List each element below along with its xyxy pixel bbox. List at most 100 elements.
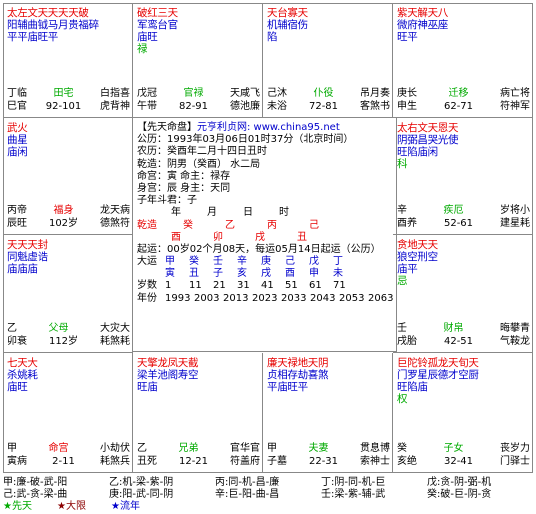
dayun-year: 2033 — [281, 292, 307, 304]
sihua-entry: 辛:巨-阳-曲-昌 — [215, 489, 280, 500]
star-line: 旺陷庙 — [397, 381, 428, 393]
star-line: 庙旺 — [7, 381, 28, 393]
palace-stars: 七天大 杀姚耗 庙旺 — [7, 357, 130, 393]
star-line: 天台寡天 — [267, 7, 308, 19]
palace-mao[interactable]: 天天天封 同魁虚诰 庙庙庙乙 父母 大灾大 卯衰 112岁 耗煞耗 — [3, 235, 133, 353]
dayun-age: 21 — [213, 280, 226, 292]
star-line: 狼空刑空 — [397, 251, 438, 263]
palace-shen[interactable]: 紫天解天八 微府神巫座 旺平 庚长 迁移 病亡将 申生 62-71 符神军 — [393, 3, 533, 118]
palace-branch-info: 巳官 — [7, 101, 27, 112]
pillar-branch: 戌 — [255, 231, 265, 243]
palace-branch-info: 申生 — [397, 101, 417, 112]
pillar-head: 月 — [207, 207, 217, 219]
star-line: 破红三天 — [137, 7, 178, 19]
lunar-date: 农历：癸酉年二月十四日丑时 — [137, 146, 267, 158]
site-link[interactable]: 元亨利贞网: www.china95.net — [197, 122, 340, 133]
sihua-entry: 戊:贪-阴-弼-机 — [427, 477, 492, 488]
palace-stem-info: 乙 — [137, 443, 147, 454]
legend-daxian: ★大限 — [57, 501, 86, 512]
palace-age-range: 72-81 — [308, 101, 339, 112]
palace-stars: 贪地天天 狼空刑空 庙平忌 — [397, 239, 530, 287]
palace-stem-info: 己沐 — [267, 88, 287, 99]
star-line: 曲星 — [7, 134, 28, 146]
palace-stem-info: 天咸飞 — [230, 88, 260, 99]
star-line: 七天大 — [7, 357, 38, 369]
star-line: 忌 — [397, 275, 408, 287]
palace-stars: 太左文天天天天破 阳辅曲钺马月贵福碎 平平庙旺平 — [7, 7, 130, 43]
palace-stars: 紫天解天八 微府神巫座 旺平 — [397, 7, 530, 43]
palace-stars: 太右文天恩天 阴弼昌哭光使 旺陷庙闲科 — [397, 122, 530, 170]
palace-branch-info: 寅病 — [7, 456, 27, 467]
palace-branch-info: 耗煞耗 — [100, 336, 130, 347]
star-line: 紫天解天八 — [397, 7, 448, 19]
star-line: 机辅宿伤 — [267, 19, 308, 31]
palace-stem-info: 丧岁力 — [500, 443, 530, 454]
palace-wei[interactable]: 天台寡天 机辅宿伤陷己沐 仆役 吊月奏 未浴 72-81 客煞书 — [263, 3, 393, 118]
sihua-entry: 壬:梁-紫-辅-武 — [321, 489, 386, 500]
palace-stem-info: 晦攀青 — [500, 323, 530, 334]
palace-age-range: 52-61 — [443, 218, 474, 229]
palace-age-range: 92-101 — [45, 101, 82, 112]
palace-chou[interactable]: 天擎龙凤天截 梁羊池阁寿空 旺庙乙 兄弟 官华官 丑死 12-21 符盖府 — [133, 353, 263, 473]
dayun-age-label: 岁数 — [137, 280, 157, 292]
palace-name: 官禄 — [183, 88, 204, 99]
sihua-entry: 癸:破-巨-阴-贪 — [427, 489, 492, 500]
star-line: 武火 — [7, 122, 28, 134]
palace-stem-info: 龙天病 — [100, 205, 130, 216]
palace-age-range: 112岁 — [48, 336, 79, 347]
palace-you[interactable]: 太右文天恩天 阴弼昌哭光使 旺陷庙闲科辛 疾厄 岁将小 酉养 52-61 建星耗 — [393, 118, 533, 235]
palace-stem-info: 乙 — [7, 323, 17, 334]
palace-chen[interactable]: 武火 曲星 庙闲 丙帝 福身 龙天病 辰旺 102岁 德煞符 — [3, 118, 133, 235]
palace-hai[interactable]: 巨陀铃孤龙天旬天 门罗星辰德才空厨 旺陷庙权癸 子女 丧岁力 亥绝 32-41 门驿士 — [393, 353, 533, 473]
dayun-branch: 酉 — [285, 268, 295, 280]
star-line: 杀姚耗 — [7, 369, 38, 381]
pillar-head: 时 — [279, 207, 289, 219]
star-line: 科 — [397, 158, 408, 170]
palace-branch-info: 气鞍龙 — [500, 336, 530, 347]
palace-branch-info: 建星耗 — [500, 218, 530, 229]
palace-yin[interactable]: 七天大 杀姚耗 庙旺甲 命宫 小劫伏 寅病 2-11 耗煞兵 — [3, 353, 133, 473]
palace-wu[interactable]: 破红三天 军鸾台官 庙旺禄戊冠 官禄 天咸飞 午带 82-91 德池廉 — [133, 3, 263, 118]
palace-zi[interactable]: 廉天禄地天阴 贞相存劫喜煞 平庙旺平甲 夫妻 贯息博 子墓 22-31 索神士 — [263, 353, 393, 473]
palace-stars: 武火 曲星 庙闲 — [7, 122, 130, 158]
dayun-age: 1 — [165, 280, 172, 292]
ming-info: 命宫：寅 命主：禄存 — [137, 170, 231, 182]
palace-name: 财帛 — [443, 323, 464, 334]
palace-branch-info: 丑死 — [137, 456, 157, 467]
palace-name: 命宫 — [48, 443, 69, 454]
palace-branch-info: 德池廉 — [230, 101, 260, 112]
palace-name: 疾厄 — [443, 205, 464, 216]
dayun-year-label: 年份 — [137, 292, 157, 304]
solar-date: 公历：1993年03月06日01时37分（北京时间） — [137, 134, 354, 146]
pillar-stem: 癸 — [183, 219, 193, 231]
star-line: 梁羊池阁寿空 — [137, 369, 199, 381]
dayun-year: 1993 — [165, 292, 191, 304]
dayun-age: 31 — [237, 280, 250, 292]
palace-stars: 巨陀铃孤龙天旬天 门罗星辰德才空厨 旺陷庙权 — [397, 357, 530, 405]
palace-stem-info: 丙帝 — [7, 205, 27, 216]
dayun-stem-label: 大运 — [137, 256, 157, 268]
palace-stars: 天擎龙凤天截 梁羊池阁寿空 旺庙 — [137, 357, 260, 393]
star-line: 天擎龙凤天截 — [137, 357, 199, 369]
palace-branch-info: 亥绝 — [397, 456, 417, 467]
star-line: 阳辅曲钺马月贵福碎 — [7, 19, 99, 31]
star-line: 同魁虚诰 — [7, 251, 48, 263]
palace-branch-info: 索神士 — [360, 456, 390, 467]
palace-branch-info: 耗煞兵 — [99, 456, 130, 467]
star-line: 庙闲 — [7, 146, 28, 158]
palace-branch-info: 午带 — [137, 101, 157, 112]
legend-xiantian: ★先天 — [3, 501, 32, 512]
dayun-year: 2053 — [339, 292, 365, 304]
sihua-entry: 丙:同-机-昌-廉 — [215, 477, 280, 488]
dayun-stem: 戊 — [309, 256, 319, 268]
palace-stem-info: 癸 — [397, 443, 407, 454]
dayun-age: 61 — [309, 280, 322, 292]
dayun-age: 41 — [261, 280, 274, 292]
star-line: 禄 — [137, 43, 148, 55]
palace-si[interactable]: 太左文天天天天破 阳辅曲钺马月贵福碎 平平庙旺平 丁临 田宅 白指喜 巳官 92-101 虎背神 — [3, 3, 133, 118]
palace-stem-info: 小劫伏 — [100, 443, 130, 454]
palace-xu[interactable]: 贪地天天 狼空刑空 庙平忌壬 财帛 晦攀青 戌胎 42-51 气鞍龙 — [393, 235, 533, 353]
palace-branch-info: 符神军 — [500, 101, 530, 112]
star-line: 旺陷庙闲 — [397, 146, 438, 158]
star-line: 旺庙 — [137, 381, 158, 393]
